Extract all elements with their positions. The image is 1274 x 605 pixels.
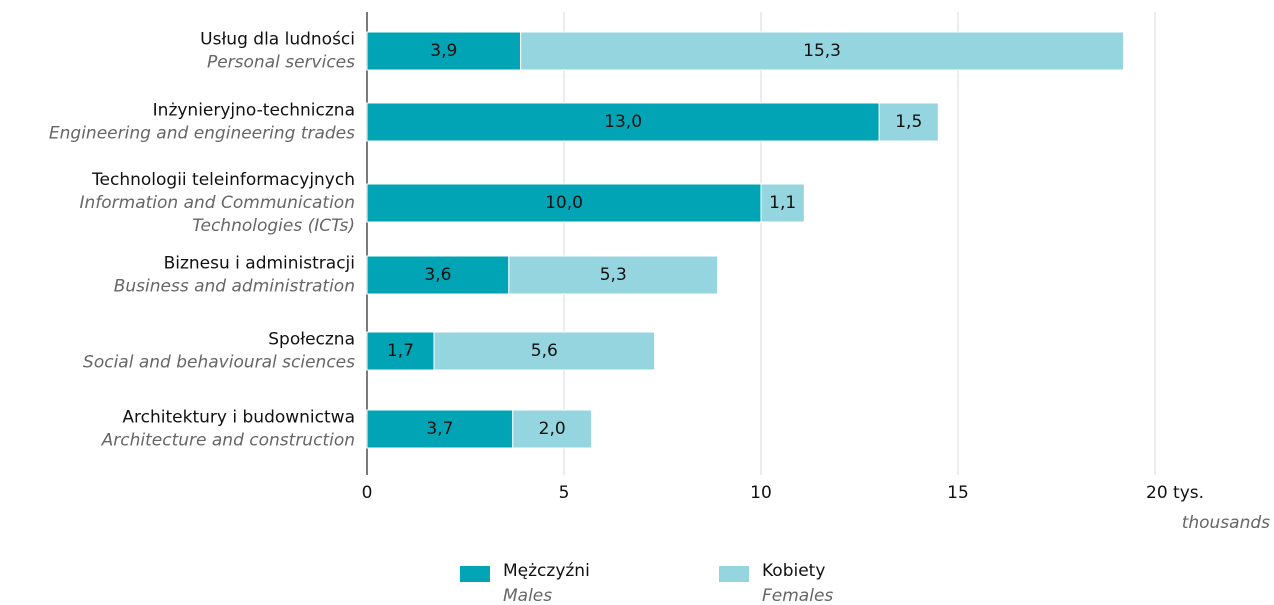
x-axis-unit: thousands bbox=[1182, 513, 1270, 533]
category-label-en: Personal services bbox=[207, 53, 355, 73]
category-label-en: Social and behavioural sciences bbox=[83, 353, 355, 373]
value-label: 5,3 bbox=[600, 265, 627, 285]
x-tick-label: 10 bbox=[750, 483, 772, 503]
bar-segment bbox=[366, 31, 522, 71]
category-label: Usług dla ludności bbox=[200, 30, 355, 50]
legend-label-en: Females bbox=[762, 586, 833, 605]
legend-label: Kobiety bbox=[762, 561, 825, 581]
category-label: Inżynieryjno-techniczna bbox=[153, 101, 355, 121]
bar-segment bbox=[520, 31, 1124, 71]
value-label: 2,0 bbox=[539, 419, 566, 439]
value-label: 10,0 bbox=[545, 193, 583, 213]
bar-segment bbox=[508, 255, 719, 295]
legend-label: Mężczyźni bbox=[503, 561, 590, 581]
bar-segment bbox=[366, 183, 762, 223]
bar-segment bbox=[366, 331, 435, 371]
category-label: Technologii teleinformacyjnych bbox=[91, 170, 355, 190]
x-tick-label: 5 bbox=[559, 483, 570, 503]
value-label: 3,9 bbox=[430, 41, 457, 61]
x-tick-label: 15 bbox=[947, 483, 969, 503]
value-label: 3,7 bbox=[426, 419, 453, 439]
category-label: Architektury i budownictwa bbox=[122, 408, 355, 428]
bar-segment bbox=[433, 331, 656, 371]
value-label: 1,5 bbox=[895, 112, 922, 132]
legend-swatch bbox=[460, 566, 490, 582]
category-label-en: Information and Communication bbox=[80, 193, 356, 213]
bar-segment bbox=[366, 255, 510, 295]
category-label-en: Business and administration bbox=[114, 277, 355, 297]
category-label-en: Architecture and construction bbox=[101, 431, 355, 451]
bar-segment bbox=[878, 102, 939, 142]
value-label: 15,3 bbox=[803, 41, 841, 61]
bar-segment bbox=[760, 183, 805, 223]
bar-segment bbox=[366, 102, 880, 142]
category-label: Biznesu i administracji bbox=[164, 254, 355, 274]
value-label: 3,6 bbox=[424, 265, 451, 285]
x-tick-label: 0 bbox=[362, 483, 373, 503]
category-label: Społeczna bbox=[268, 330, 355, 350]
value-label: 1,7 bbox=[387, 341, 414, 361]
legend-label-en: Males bbox=[503, 586, 552, 605]
bar-segment bbox=[512, 409, 593, 449]
value-label: 5,6 bbox=[531, 341, 558, 361]
legend-swatch bbox=[719, 566, 749, 582]
category-label-en: Engineering and engineering trades bbox=[49, 124, 355, 144]
x-tick-label: 20 tys. bbox=[1146, 483, 1204, 503]
value-label: 1,1 bbox=[769, 193, 796, 213]
bar-segment bbox=[366, 409, 514, 449]
value-label: 13,0 bbox=[604, 112, 642, 132]
category-label-en: Technologies (ICTs) bbox=[192, 216, 355, 236]
